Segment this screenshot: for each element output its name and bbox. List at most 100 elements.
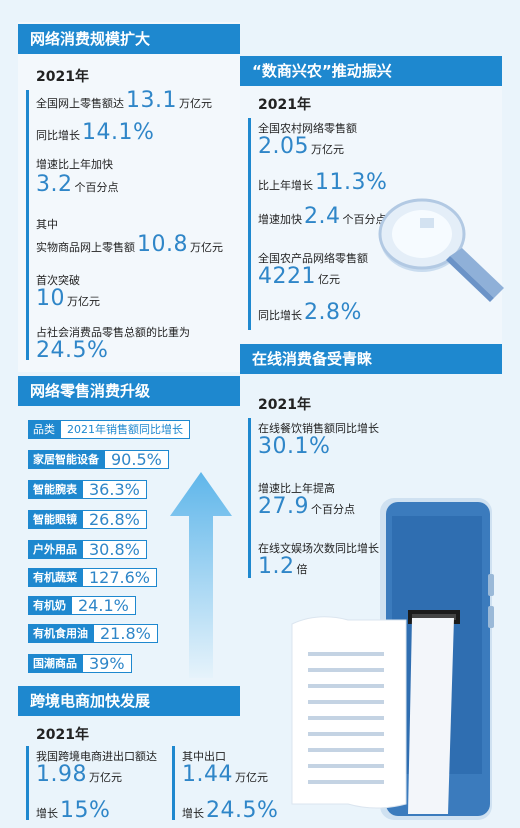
s4-r2-value: 27.9	[258, 494, 309, 519]
category-row: 有机奶 24.1%	[28, 596, 136, 615]
s1-r1-value: 13.1	[126, 88, 177, 113]
s2-row5: 同比增长 2.8%	[258, 300, 364, 325]
category-row: 国潮商品 39%	[28, 654, 132, 673]
s5-r4-label: 增长	[182, 807, 204, 820]
category-name: 有机食用油	[28, 624, 93, 643]
category-name: 户外用品	[28, 540, 82, 559]
s5-r3-unit: 万亿元	[234, 771, 268, 784]
category-row: 智能眼镜 26.8%	[28, 510, 147, 529]
s5-accent-bar-2	[172, 746, 175, 820]
s4-row3b: 1.2 倍	[258, 554, 308, 579]
s2-r4-value: 4221	[258, 264, 316, 289]
category-growth: 30.8%	[82, 540, 147, 559]
s1-r2-label: 同比增长	[36, 129, 80, 142]
panel-left-top	[18, 22, 240, 372]
s1-row5: 实物商品网上零售额 10.8 万亿元	[36, 232, 223, 257]
s5-row3a: 其中出口	[182, 748, 226, 764]
s5-row2: 增长 15%	[36, 798, 112, 823]
category-row: 户外用品 30.8%	[28, 540, 147, 559]
s1-r5-unit: 万亿元	[189, 241, 223, 254]
category-name: 国潮商品	[28, 654, 82, 673]
s1-r6-value: 10	[36, 286, 65, 311]
s2-r5-label: 同比增长	[258, 309, 302, 322]
s4-row3a: 在线文娱场次数同比增长	[258, 540, 379, 556]
s1-r1-label: 全国网上零售额达	[36, 97, 124, 110]
category-growth: 24.1%	[71, 596, 136, 615]
s1-r3-label: 增速比上年加快	[36, 158, 113, 171]
category-growth: 26.8%	[82, 510, 147, 529]
s1-row6a: 首次突破	[36, 272, 80, 288]
s4-r3-unit: 倍	[296, 563, 308, 576]
section-title-rural: “数商兴农”推动振兴	[240, 56, 502, 86]
s1-accent-bar	[26, 90, 29, 360]
category-growth: 127.6%	[82, 568, 158, 587]
s5-r2-label: 增长	[36, 807, 58, 820]
s1-r4-label: 其中	[36, 218, 58, 231]
s1-r6-unit: 万亿元	[67, 295, 100, 308]
s2-r3-unit: 个百分点	[342, 213, 387, 226]
s4-accent-bar	[248, 418, 251, 578]
s1-r1-unit: 万亿元	[178, 97, 212, 110]
s2-row4b: 4221 亿元	[258, 264, 340, 289]
s5-accent-bar	[26, 746, 29, 820]
category-growth: 39%	[82, 654, 132, 673]
s1-row6b: 10 万亿元	[36, 286, 100, 311]
s4-r1-label: 在线餐饮销售额同比增长	[258, 422, 379, 435]
s2-r5-value: 2.8%	[304, 300, 362, 325]
s1-r3-value: 3.2	[36, 172, 73, 197]
category-name: 有机蔬菜	[28, 568, 82, 587]
s2-r3-label: 增速加快	[258, 213, 302, 226]
s4-r3-value: 1.2	[258, 554, 295, 579]
s1-year: 2021年	[36, 69, 89, 85]
category-name: 智能腕表	[28, 480, 82, 499]
s1-row1: 全国网上零售额达 13.1 万亿元	[36, 88, 212, 113]
section-title-upgrade: 网络零售消费升级	[18, 376, 240, 406]
s1-r5-value: 10.8	[137, 232, 188, 257]
panel-right-top	[240, 56, 502, 346]
s1-r3-unit: 个百分点	[74, 181, 119, 194]
s4-row2a: 增速比上年提高	[258, 480, 335, 496]
s5-r2-value: 15%	[60, 798, 111, 823]
header-growth-label: 2021年销售额同比增长	[60, 420, 190, 439]
s1-r6-label: 首次突破	[36, 274, 80, 287]
category-growth: 21.8%	[93, 624, 158, 643]
s5-r3-value: 1.44	[182, 762, 233, 787]
s1-r2-value: 14.1%	[82, 120, 155, 145]
s2-accent-bar	[248, 118, 251, 330]
s1-r7-label: 占社会消费品零售总额的比重为	[36, 326, 190, 339]
s4-r1-value: 30.1%	[258, 434, 331, 459]
s2-r1-unit: 万亿元	[310, 143, 344, 156]
category-growth: 36.3%	[82, 480, 147, 499]
s2-r2-value: 11.3%	[315, 170, 388, 195]
s5-r1-value: 1.98	[36, 762, 87, 787]
s4-year: 2021年	[258, 397, 311, 413]
s4-r2-label: 增速比上年提高	[258, 482, 335, 495]
s2-r1-label: 全国农村网络零售额	[258, 122, 357, 135]
s5-r4-value: 24.5%	[206, 798, 279, 823]
category-row: 有机食用油 21.8%	[28, 624, 158, 643]
s2-row4a: 全国农产品网络零售额	[258, 250, 368, 266]
s5-r1-label: 我国跨境电商进出口额达	[36, 750, 157, 763]
s2-year: 2021年	[258, 97, 311, 113]
s2-r1-value: 2.05	[258, 134, 309, 159]
s1-row3a: 增速比上年加快	[36, 156, 113, 172]
category-name: 智能眼镜	[28, 510, 82, 529]
s5-year: 2021年	[36, 727, 89, 743]
category-row: 家居智能设备 90.5%	[28, 450, 169, 469]
s1-r7-value: 24.5%	[36, 338, 109, 363]
section-title-crossborder: 跨境电商加快发展	[18, 686, 240, 716]
s5-row1b: 1.98 万亿元	[36, 762, 122, 787]
s4-r3-label: 在线文娱场次数同比增长	[258, 542, 379, 555]
s4-row1b: 30.1%	[258, 434, 332, 459]
magnifier-icon	[378, 198, 504, 302]
s5-row3b: 1.44 万亿元	[182, 762, 268, 787]
s2-r3-value: 2.4	[304, 204, 341, 229]
s5-row1a: 我国跨境电商进出口额达	[36, 748, 157, 764]
s2-row3: 增速加快 2.4 个百分点	[258, 204, 387, 229]
category-name: 家居智能设备	[28, 450, 104, 469]
s1-row4: 其中	[36, 216, 58, 232]
s2-r4-label: 全国农产品网络零售额	[258, 252, 368, 265]
s1-row7b: 24.5%	[36, 338, 110, 363]
category-row: 智能腕表 36.3%	[28, 480, 147, 499]
section-title-online: 在线消费备受青睐	[240, 344, 502, 374]
